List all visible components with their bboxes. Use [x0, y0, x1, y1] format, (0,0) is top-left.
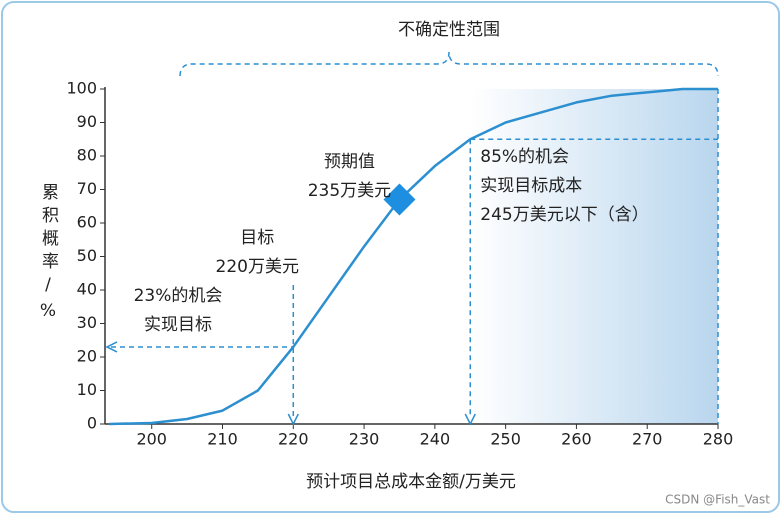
y-tick-label: 100 — [66, 79, 97, 98]
x-tick-label: 200 — [136, 430, 167, 449]
x-tick-label: 220 — [278, 430, 309, 449]
target-arrow — [287, 413, 299, 426]
annotation: 220万美元 — [216, 257, 299, 277]
annotation: 245万美元以下（含） — [480, 205, 648, 225]
x-axis-label: 预计项目总成本金额/万美元 — [306, 472, 516, 492]
annotation: 235万美元 — [308, 181, 391, 201]
x-tick-label: 250 — [490, 430, 521, 449]
y-tick-label: 20 — [77, 347, 97, 366]
watermark: CSDN @Fish_Vast — [665, 493, 770, 507]
annotation: 实现目标成本 — [480, 176, 582, 196]
shaded-region — [470, 89, 718, 424]
annotation: 预期值 — [324, 152, 375, 172]
x-tick-label: 270 — [632, 430, 663, 449]
x-tick-label: 260 — [561, 430, 592, 449]
x-tick-label: 230 — [349, 430, 380, 449]
y-tick-label: 30 — [77, 313, 97, 332]
y-tick-label: 10 — [77, 380, 97, 399]
y-axis-label: 累积概率/% — [38, 183, 59, 327]
range-bracket — [179, 51, 719, 77]
annotation: 85%的机会 — [480, 147, 569, 167]
y-tick-label: 80 — [77, 146, 97, 165]
y-tick-label: 0 — [87, 414, 97, 433]
annotation: 实现目标 — [144, 315, 212, 335]
target-arrow — [105, 341, 118, 353]
cdf-curve — [109, 87, 718, 426]
expected-marker — [383, 183, 416, 216]
annotation: 目标 — [240, 228, 274, 248]
range-label: 不确定性范围 — [398, 20, 500, 40]
x-tick-label: 210 — [207, 430, 238, 449]
y-tick-label: 70 — [77, 179, 97, 198]
y-tick-label: 50 — [77, 246, 97, 265]
annotation: 23%的机会 — [134, 286, 223, 306]
x-tick-label: 240 — [420, 430, 451, 449]
y-tick-label: 90 — [77, 112, 97, 131]
y-tick-label: 40 — [77, 280, 97, 299]
threshold-arrow — [464, 413, 476, 426]
x-tick-label: 280 — [703, 430, 734, 449]
y-tick-label: 60 — [77, 213, 97, 232]
